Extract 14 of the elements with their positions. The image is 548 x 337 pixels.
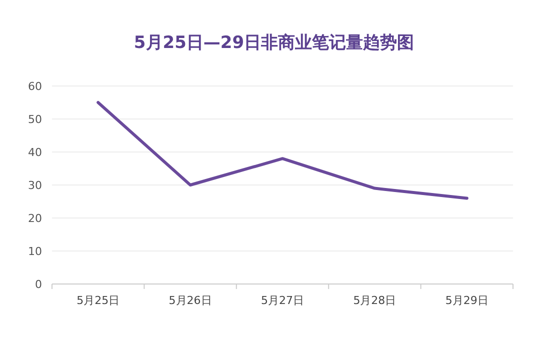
y-tick-label: 30 bbox=[28, 179, 42, 192]
x-tick-label: 5月27日 bbox=[261, 294, 304, 307]
y-tick-label: 50 bbox=[28, 113, 42, 126]
y-tick-label: 60 bbox=[28, 80, 42, 93]
x-tick-label: 5月26日 bbox=[168, 294, 212, 307]
y-tick-label: 20 bbox=[28, 212, 42, 225]
y-tick-label: 10 bbox=[28, 245, 42, 258]
y-tick-label: 0 bbox=[35, 278, 42, 291]
x-tick-label: 5月28日 bbox=[353, 294, 396, 307]
y-tick-label: 40 bbox=[28, 146, 42, 159]
x-tick-label: 5月25日 bbox=[76, 294, 120, 307]
line-series bbox=[96, 101, 468, 200]
x-tick-label: 5月29日 bbox=[445, 294, 488, 307]
chart-title: 5月25日—29日非商业笔记量趋势图 bbox=[134, 33, 414, 53]
